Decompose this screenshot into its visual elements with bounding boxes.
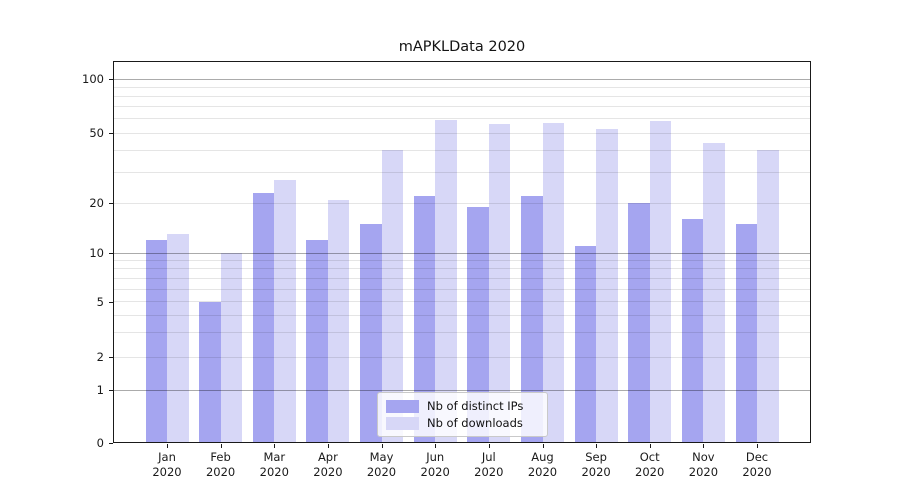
minor-gridline-20 [113,202,811,204]
x-tick-mark-mar [274,444,276,448]
y-tick-mark-10 [109,253,113,255]
y-tick-label-2: 2 [96,350,104,365]
minor-gridline-4 [113,314,811,316]
x-tick-label-jan: Jan 2020 [152,450,182,479]
minor-gridline-60 [113,118,811,120]
bar-downloads-apr [327,199,350,443]
y-tick-mark-50 [109,133,113,134]
x-tick-mark-feb [220,444,222,448]
y-tick-mark-100 [109,79,113,80]
bar-distinct-ips-feb [199,301,221,443]
y-tick-mark-2 [109,357,113,359]
bar-downloads-oct [649,121,672,443]
x-tick-mark-aug [542,444,544,448]
bar-distinct-ips-may [360,224,382,443]
grid-layer [113,61,811,443]
y-tick-label-0: 0 [96,436,104,450]
major-gridline-100 [113,78,811,80]
bar-distinct-ips-oct [628,203,650,443]
y-tick-label-20: 20 [89,196,104,211]
x-tick-mark-nov [703,444,705,448]
x-tick-label-mar: Mar 2020 [259,450,289,479]
major-gridline-10 [113,252,811,254]
bars-layer [113,61,811,443]
x-tick-mark-apr [327,444,329,448]
legend-swatch-downloads [386,417,419,430]
minor-gridline-3 [113,332,811,334]
legend-label-downloads: Nb of downloads [427,416,523,430]
bar-distinct-ips-mar [252,192,275,443]
legend-item-downloads: Nb of downloads [386,416,539,431]
minor-gridline-7 [113,277,811,279]
y-tick-mark-0 [109,443,113,444]
bar-downloads-nov [703,142,725,443]
x-tick-mark-oct [649,444,651,448]
bar-downloads-dec [757,150,779,443]
x-tick-mark-may [381,444,383,448]
bar-downloads-may [381,150,403,443]
y-tick-label-5: 5 [96,294,104,309]
legend-label-distinct-ips: Nb of distinct IPs [427,399,524,413]
x-tick-label-jul: Jul 2020 [474,450,504,479]
minor-gridline-5 [113,301,811,303]
x-tick-mark-dec [757,444,758,448]
x-tick-label-jun: Jun 2020 [420,450,450,479]
y-tick-mark-20 [109,203,113,205]
minor-gridline-70 [113,106,811,108]
major-gridline-1 [113,389,811,391]
bar-downloads-mar [274,180,296,443]
minor-gridline-6 [113,288,811,290]
bar-distinct-ips-nov [681,219,704,443]
x-tick-label-feb: Feb 2020 [205,450,236,479]
x-tick-label-nov: Nov 2020 [688,450,719,479]
minor-gridline-2 [113,356,811,358]
bar-downloads-aug [542,122,564,443]
bar-distinct-ips-jul [467,207,489,443]
bar-distinct-ips-dec [735,224,757,443]
legend-swatch-distinct-ips [386,400,419,413]
minor-gridline-50 [113,132,811,134]
minor-gridline-9 [113,260,811,262]
chart-title: mAPKLData 2020 [398,39,526,55]
bar-distinct-ips-jun [413,196,436,443]
minor-gridline-90 [113,86,811,88]
x-tick-label-may: May 2020 [366,450,397,479]
x-tick-label-dec: Dec 2020 [742,450,772,479]
bar-distinct-ips-apr [306,240,328,443]
bar-downloads-jul [488,124,511,443]
minor-gridline-40 [113,149,811,151]
legend-item-distinct-ips: Nb of distinct IPs [386,399,539,414]
x-tick-label-aug: Aug 2020 [527,450,558,479]
bar-distinct-ips-jan [145,240,167,443]
x-tick-mark-jul [488,444,490,448]
legend: Nb of distinct IPs Nb of downloads [377,392,548,437]
y-tick-mark-1 [109,390,113,391]
bar-distinct-ips-sep [574,246,597,443]
x-tick-mark-jan [167,444,168,448]
minor-gridline-80 [113,95,811,97]
bar-distinct-ips-aug [521,196,543,443]
x-tick-label-oct: Oct 2020 [635,450,665,479]
y-tick-label-10: 10 [89,246,104,261]
x-tick-label-sep: Sep 2020 [581,450,611,479]
y-tick-label-1: 1 [96,383,104,397]
y-tick-mark-5 [109,301,113,303]
y-tick-label-50: 50 [89,126,104,140]
x-tick-mark-jun [435,444,437,448]
bar-downloads-feb [220,253,243,443]
y-tick-label-100: 100 [82,72,104,86]
x-tick-label-apr: Apr 2020 [313,450,343,479]
bar-downloads-sep [596,128,618,443]
bar-downloads-jan [167,234,189,443]
bar-downloads-jun [435,120,457,443]
minor-gridline-8 [113,268,811,270]
plot-area: Nb of distinct IPs Nb of downloads [113,61,811,443]
minor-gridline-30 [113,171,811,173]
x-tick-mark-sep [596,444,598,448]
